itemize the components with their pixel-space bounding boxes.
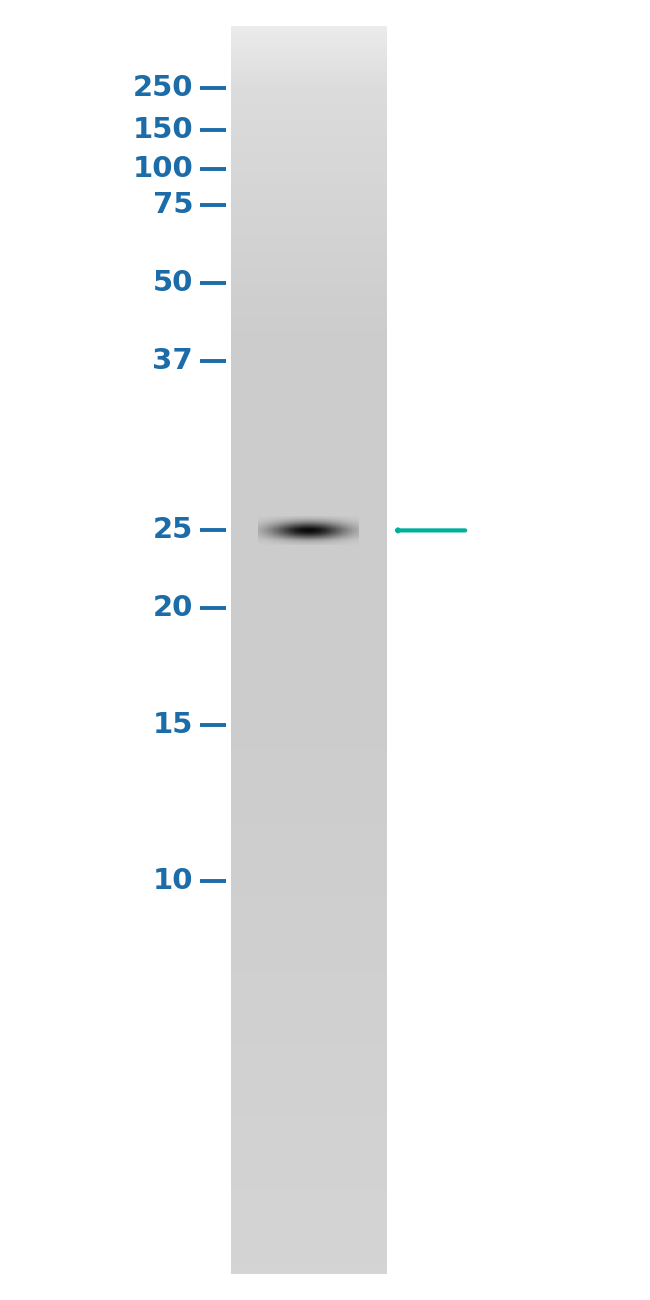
- Text: 10: 10: [153, 867, 193, 896]
- Text: 20: 20: [153, 594, 193, 623]
- Text: 25: 25: [153, 516, 193, 545]
- Text: 50: 50: [153, 269, 193, 298]
- Text: 100: 100: [133, 155, 193, 183]
- Text: 37: 37: [152, 347, 193, 376]
- Text: 250: 250: [133, 74, 193, 103]
- Text: 75: 75: [153, 191, 193, 220]
- Text: 150: 150: [133, 116, 193, 144]
- Text: 15: 15: [153, 711, 193, 740]
